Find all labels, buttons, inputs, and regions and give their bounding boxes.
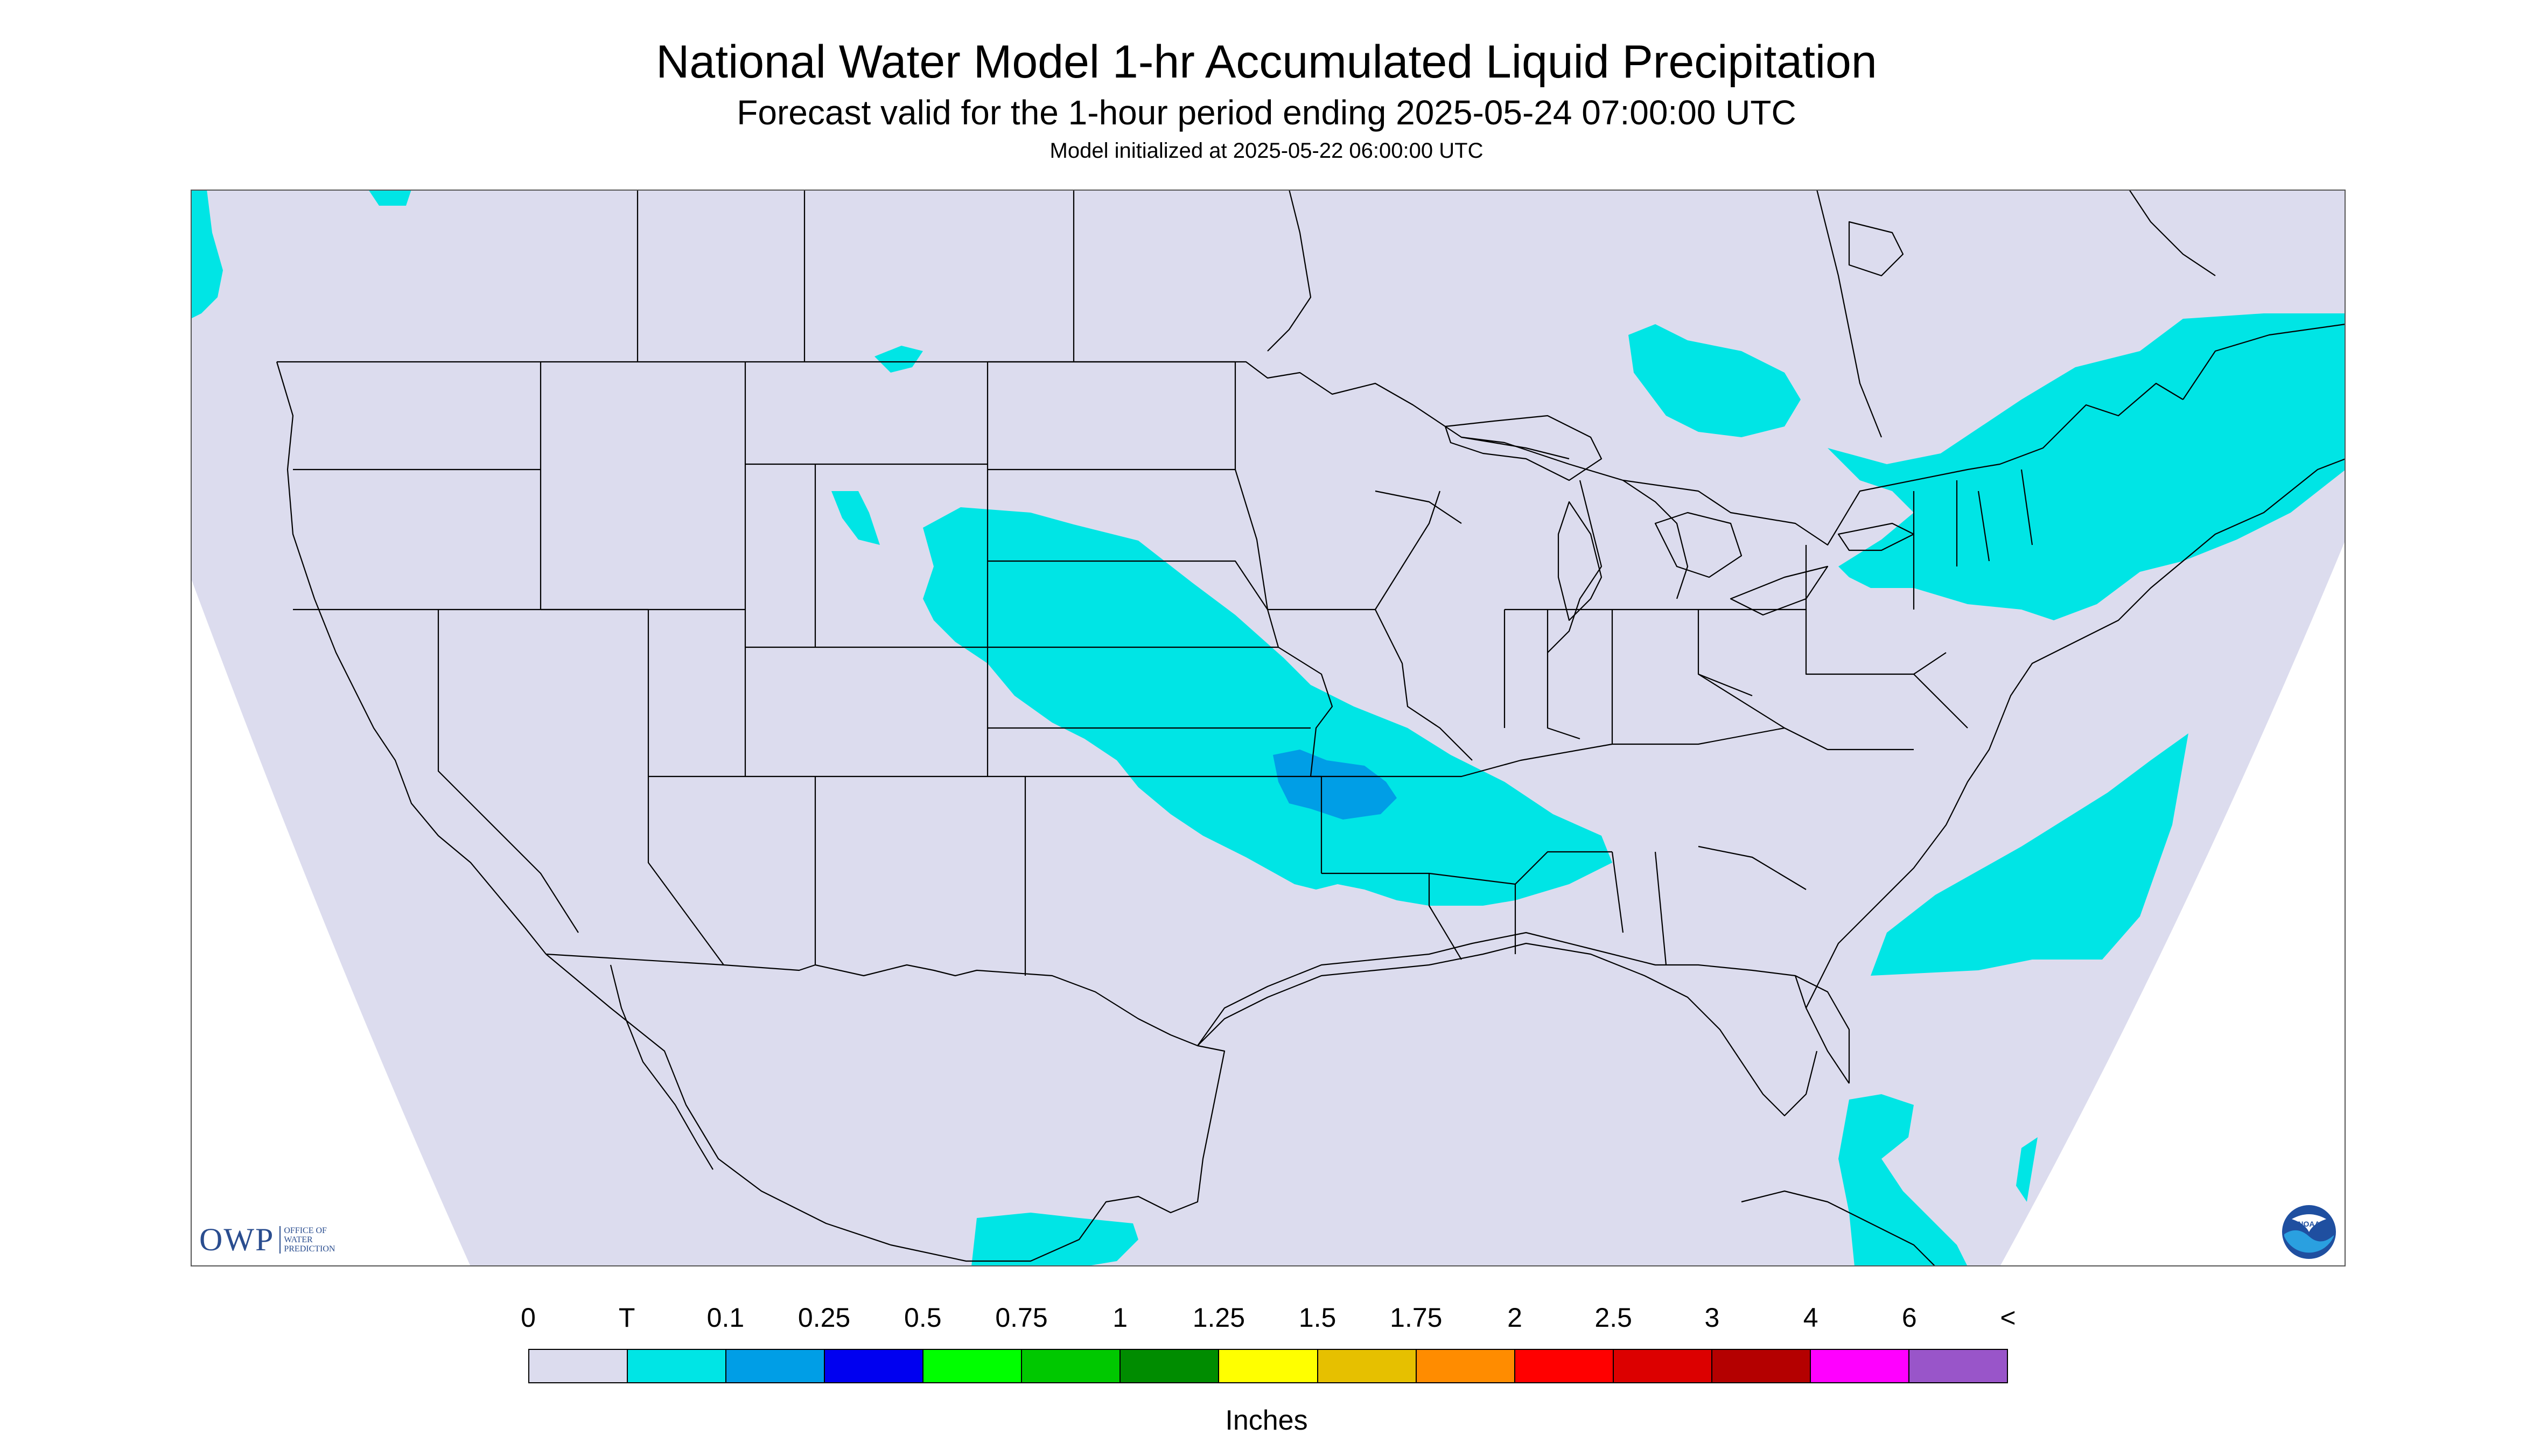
owp-logo-text: OWP	[199, 1222, 275, 1257]
legend-swatch	[726, 1350, 825, 1382]
map-frame	[191, 190, 2346, 1266]
legend-swatch	[1219, 1350, 1318, 1382]
noaa-logo: NOAA	[2282, 1205, 2336, 1259]
legend-tick-label: 0.5	[904, 1303, 942, 1333]
map-title: National Water Model 1-hr Accumulated Li…	[656, 36, 1877, 88]
legend-swatch	[1712, 1350, 1811, 1382]
political-boundaries	[276, 190, 2346, 1266]
precip-area-ontario	[1628, 324, 1801, 437]
color-legend	[528, 1349, 2008, 1383]
legend-labels: 0 T 0.1 0.25 0.5 0.75 1 1.25 1.5 1.75 2 2.5 3 4 6 <	[0, 1302, 2533, 1340]
legend-tick-label: 2.5	[1594, 1303, 1632, 1333]
legend-swatch	[825, 1350, 924, 1382]
legend-swatch	[1810, 1350, 1909, 1382]
precipitation-map	[191, 190, 2346, 1266]
legend-swatch	[628, 1350, 727, 1382]
legend-tick-label: 4	[1803, 1303, 1818, 1333]
legend-tick-label: 1.75	[1390, 1303, 1443, 1333]
legend-tick-label: T	[618, 1303, 635, 1333]
model-init-caption: Model initialized at 2025-05-22 06:00:00…	[1049, 139, 1484, 163]
legend-swatch	[1022, 1350, 1121, 1382]
legend-tick-label: 0.1	[706, 1303, 745, 1333]
out-of-domain-left	[191, 577, 471, 1266]
precip-area-central-plains	[923, 507, 1612, 906]
legend-tick-label: 3	[1704, 1303, 1720, 1333]
precip-area-kansas-missouri-core	[1273, 750, 1397, 820]
legend-swatch	[1318, 1350, 1417, 1382]
legend-tick-label: 6	[1901, 1303, 1917, 1333]
legend-tick-label: 1	[1112, 1303, 1128, 1333]
noaa-logo-text: NOAA	[2298, 1220, 2320, 1228]
legend-swatch	[1416, 1350, 1515, 1382]
legend-tick-label: 0	[521, 1303, 536, 1333]
owp-logo-subtext: OFFICE OF WATER PREDICTION	[279, 1226, 335, 1254]
precip-area-montana	[874, 346, 923, 373]
out-of-domain-right	[2000, 540, 2346, 1266]
precip-area-atlantic-offshore	[1871, 733, 2188, 976]
precip-area-central-america	[971, 1213, 1138, 1266]
legend-tick-label: 1.25	[1192, 1303, 1245, 1333]
precip-area-bahamas-east	[2016, 1137, 2038, 1202]
legend-units: Inches	[1225, 1405, 1308, 1436]
precip-area-pacific-northwest	[191, 190, 223, 319]
legend-swatch	[1515, 1350, 1614, 1382]
legend-tick-label: 0.75	[995, 1303, 1048, 1333]
precip-area-montana-2	[831, 491, 880, 545]
legend-swatch	[1121, 1350, 1220, 1382]
precip-area-north-cascades	[368, 190, 411, 206]
legend-swatch	[529, 1350, 628, 1382]
legend-tick-label: <	[2000, 1303, 2016, 1333]
owp-logo: OWP OFFICE OF WATER PREDICTION	[199, 1221, 335, 1258]
legend-swatch	[1909, 1350, 2007, 1382]
legend-tick-label: 1.5	[1298, 1303, 1337, 1333]
legend-swatch	[1613, 1350, 1712, 1382]
legend-tick-label: 2	[1507, 1303, 1522, 1333]
legend-tick-label: 0.25	[797, 1303, 851, 1333]
forecast-valid-subtitle: Forecast valid for the 1-hour period end…	[737, 93, 1796, 132]
legend-swatch	[923, 1350, 1023, 1382]
